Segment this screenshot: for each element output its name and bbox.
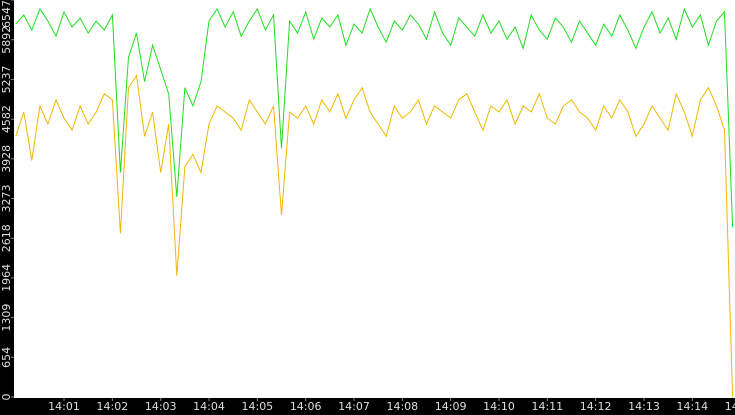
y-tick-label: 1309 [0, 304, 13, 332]
x-tick-label: 14:11 [531, 400, 563, 413]
x-tick-label: 14:01 [48, 400, 80, 413]
x-tick-label: 14:02 [97, 400, 129, 413]
y-tick-label: 4582 [0, 105, 13, 133]
y-tick-label: 6547 [0, 0, 13, 28]
x-tick-label: 14:12 [580, 400, 612, 413]
y-tick-label: 3273 [0, 185, 13, 213]
x-tick-label: 14:05 [241, 400, 273, 413]
x-tick-label: 14:06 [290, 400, 322, 413]
y-tick-label: 2618 [0, 224, 13, 252]
y-tick-label: 654 [0, 347, 13, 368]
series-line [15, 74, 734, 398]
y-tick-label: 5892 [0, 26, 13, 54]
x-tick-label: 14:04 [193, 400, 225, 413]
y-tick-label: 1964 [0, 264, 13, 292]
x-tick-label: 14:15 [725, 400, 735, 413]
series-line [15, 7, 734, 228]
x-tick-label: 14:08 [386, 400, 418, 413]
x-tick-label: 14:10 [483, 400, 515, 413]
y-tick-label: 0 [0, 394, 13, 401]
y-tick-label: 5237 [0, 65, 13, 93]
x-tick-label: 14:14 [676, 400, 708, 413]
x-tick-label: 14:13 [628, 400, 660, 413]
x-tick-label: 14:07 [338, 400, 370, 413]
x-tick-label: 14:09 [435, 400, 467, 413]
x-tick-label: 14:03 [145, 400, 177, 413]
y-tick-label: 3928 [0, 145, 13, 173]
plot-area [14, 0, 735, 398]
